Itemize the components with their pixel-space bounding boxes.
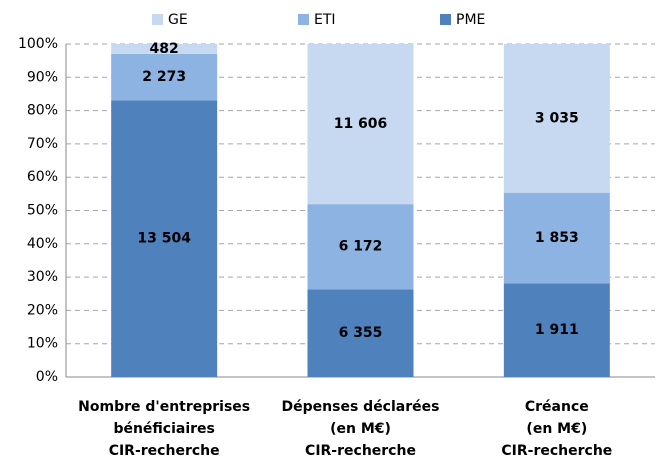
- y-tick-label: 0%: [36, 369, 58, 385]
- y-tick-label: 60%: [27, 169, 58, 185]
- legend-label: ETI: [314, 12, 336, 28]
- x-tick-label: (en M€): [526, 421, 587, 437]
- x-tick-label: bénéficiaires: [113, 421, 214, 437]
- legend-swatch: [298, 14, 309, 25]
- data-label: 13 504: [137, 231, 191, 247]
- x-tick-label: CIR-recherche: [109, 443, 220, 459]
- y-tick-label: 90%: [27, 69, 58, 85]
- bar-segment: [503, 283, 610, 377]
- legend-label: GE: [168, 12, 188, 28]
- y-tick-label: 100%: [18, 36, 58, 52]
- data-label: 2 273: [142, 69, 186, 85]
- y-tick-label: 40%: [27, 236, 58, 252]
- data-label: 6 172: [339, 239, 383, 255]
- y-tick-label: 70%: [27, 136, 58, 152]
- data-label: 6 355: [339, 325, 383, 341]
- bar-segment: [503, 192, 610, 284]
- x-tick-label: Dépenses déclarées: [282, 399, 440, 415]
- data-label: 1 853: [535, 230, 579, 246]
- bar-segment: [503, 44, 610, 193]
- legend-swatch: [440, 14, 451, 25]
- x-tick-label: CIR-recherche: [305, 443, 416, 459]
- legend-swatch: [152, 14, 163, 25]
- x-tick-label: CIR-recherche: [501, 443, 612, 459]
- bar-segment: [111, 44, 218, 54]
- x-tick-label: Nombre d'entreprises: [78, 399, 250, 415]
- y-tick-label: 50%: [27, 203, 58, 219]
- data-label: 3 035: [535, 110, 579, 126]
- y-tick-label: 30%: [27, 269, 58, 285]
- data-label: 11 606: [334, 116, 388, 132]
- y-tick-label: 20%: [27, 302, 58, 318]
- bar-segment: [111, 100, 218, 378]
- bar-segment: [307, 289, 414, 377]
- y-tick-label: 10%: [27, 336, 58, 352]
- y-tick-label: 80%: [27, 103, 58, 119]
- x-tick-label: (en M€): [330, 421, 391, 437]
- legend-label: PME: [456, 12, 485, 28]
- bar-segment: [111, 53, 218, 101]
- bar-segment: [307, 44, 414, 205]
- data-label: 1 911: [535, 322, 579, 338]
- data-label: 482: [150, 41, 179, 57]
- x-tick-label: Créance: [525, 399, 589, 415]
- bar-segment: [307, 204, 414, 290]
